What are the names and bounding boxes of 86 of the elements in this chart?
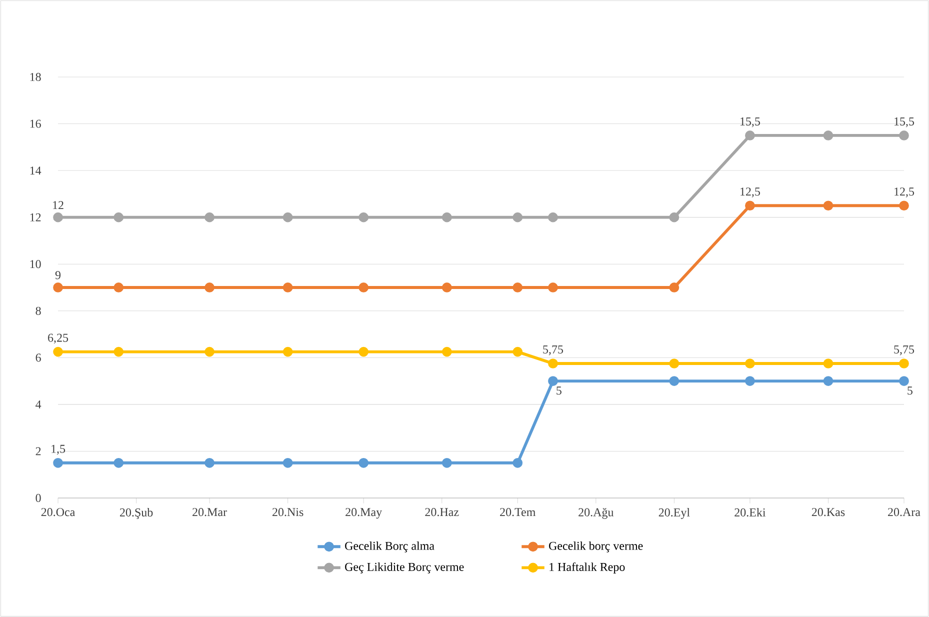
point (114, 346, 124, 357)
point (745, 130, 755, 140)
data-label: 6,25 (48, 334, 68, 344)
point (512, 346, 523, 357)
data-label: 5 (908, 386, 912, 395)
point (548, 212, 558, 222)
point (53, 458, 63, 468)
point (548, 358, 558, 368)
point (442, 212, 452, 222)
x-tick-label: 20.Ara (888, 508, 920, 516)
x-tick-label: 20.Eki (734, 508, 766, 517)
point (823, 130, 834, 140)
x-tick-label: 20.Haz (425, 508, 459, 516)
data-label: 15,5 (894, 117, 914, 128)
point (823, 376, 834, 386)
y-tick-label: 14 (30, 166, 42, 175)
point (823, 358, 834, 368)
x-tick-label: 20.Ağu (578, 508, 614, 519)
point (745, 200, 755, 211)
point (204, 212, 214, 222)
y-tick-label: 0 (36, 494, 41, 502)
point (512, 458, 523, 468)
point (53, 346, 63, 357)
x-tick-label: 20.Mar (192, 508, 227, 516)
point (899, 130, 909, 140)
point (282, 458, 293, 468)
y-tick-label: 8 (36, 306, 41, 315)
data-label: 12 (53, 201, 64, 210)
data-label: 12,5 (740, 188, 760, 198)
point (114, 458, 124, 468)
point (745, 376, 755, 386)
x-tick-label: 20.Kas (812, 508, 845, 516)
legend-label: Gecelik Borç alma (345, 541, 434, 552)
point (669, 358, 680, 368)
point (823, 200, 834, 211)
point (899, 200, 909, 211)
y-tick-label: 4 (36, 400, 42, 408)
point (204, 346, 214, 357)
y-tick-label: 18 (30, 72, 41, 82)
point (899, 358, 909, 368)
point (548, 282, 558, 292)
point (442, 458, 452, 468)
legend-label: 1 Haftalık Repo (550, 562, 625, 574)
x-tick-label: 20.Oca (41, 508, 76, 516)
point (204, 282, 214, 292)
point (114, 212, 124, 222)
data-label: 5 (556, 386, 562, 395)
data-label: 15,5 (740, 117, 760, 128)
point (53, 212, 63, 222)
x-tick-label: 20.May (346, 508, 382, 519)
point (442, 346, 452, 357)
data-label: 9 (55, 271, 61, 280)
data-label: 12,5 (894, 188, 914, 198)
point (53, 282, 63, 292)
x-tick-label: 20.Tem (500, 508, 536, 516)
point (512, 282, 523, 292)
x-tick-label: 20.Şub (120, 508, 153, 519)
data-label: 5,75 (894, 346, 914, 356)
legend-label: Gecelik borç verme (549, 541, 643, 552)
x-tick-label: 20.Nis (272, 508, 304, 516)
point (669, 282, 680, 292)
point (282, 212, 293, 222)
x-tick-label: 20.Eyl (658, 508, 690, 519)
point (669, 212, 680, 222)
point (548, 376, 558, 386)
legend-label: Geç Likidite Borç verme (345, 562, 464, 574)
point (358, 346, 369, 357)
point (204, 458, 214, 468)
point (442, 282, 452, 292)
point (114, 282, 124, 292)
point (282, 282, 293, 292)
y-tick-label: 2 (36, 447, 41, 456)
point (358, 458, 369, 468)
data-label: 5,75 (543, 346, 564, 356)
point (282, 346, 293, 357)
point (899, 376, 909, 386)
point (358, 212, 369, 222)
y-tick-label: 16 (30, 120, 41, 128)
data-label: 1,5 (52, 444, 66, 455)
y-tick-label: 12 (30, 213, 41, 222)
point (512, 212, 523, 222)
point (745, 358, 755, 368)
point (358, 282, 369, 292)
y-tick-label: 6 (36, 354, 41, 362)
y-tick-label: 10 (30, 260, 41, 268)
point (669, 376, 680, 386)
